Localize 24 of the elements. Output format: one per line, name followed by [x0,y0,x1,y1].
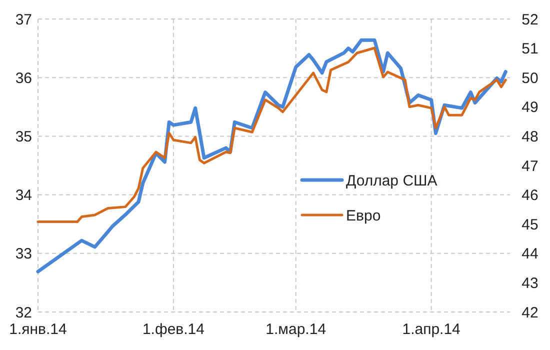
y-tick-label: 35 [15,128,32,146]
y2-tick-label: 44 [522,246,538,263]
y-tick-label: 37 [15,11,32,28]
y2-tick-label: 47 [522,158,538,175]
legend-label: Доллар США [346,172,438,190]
y2-tick-label: 52 [522,11,538,28]
x-tick-label: 1.янв.14 [9,321,67,338]
x-tick-label: 1.апр.14 [402,321,460,338]
y2-tick-label: 42 [522,304,538,322]
y2-tick-label: 43 [522,274,538,292]
x-tick-label: 1.фев.14 [142,321,204,338]
y-tick-label: 36 [15,70,32,87]
y2-tick-label: 45 [522,216,538,234]
x-tick-label: 1.мар.14 [266,321,326,338]
y-tick-label: 32 [15,304,32,322]
legend-label: Евро [346,207,381,224]
y2-tick-label: 49 [522,99,538,116]
y2-tick-label: 46 [522,187,538,204]
y-tick-label: 34 [15,187,32,204]
y-tick-label: 33 [15,246,32,263]
y2-tick-label: 51 [522,40,538,58]
line-series [36,46,507,224]
y2-tick-label: 50 [522,70,538,87]
y2-tick-label: 48 [522,128,538,146]
